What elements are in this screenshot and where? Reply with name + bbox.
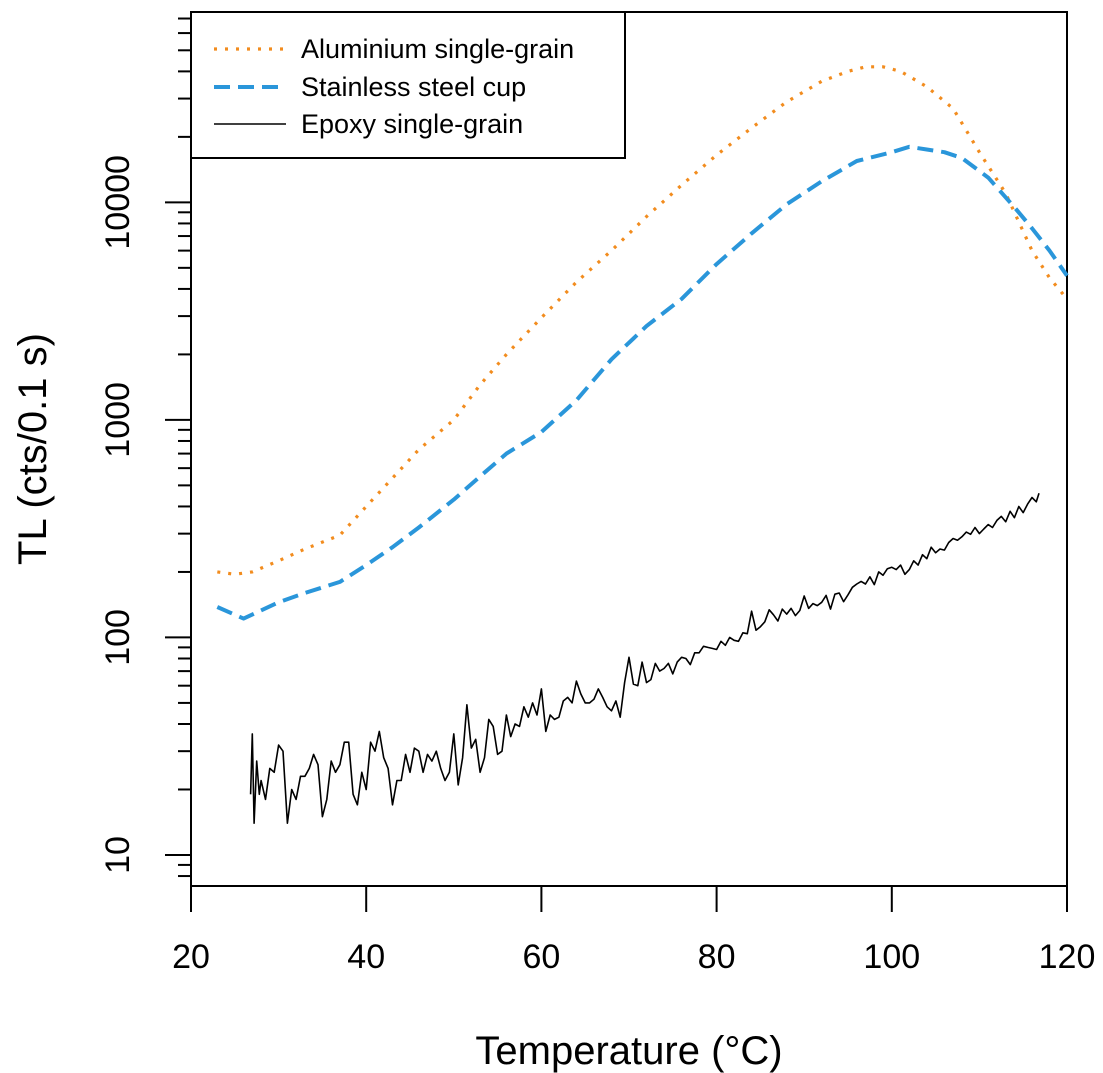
legend-label-aluminium: Aluminium single-grain — [301, 34, 574, 64]
x-tick-label: 80 — [698, 938, 736, 976]
y-tick-label: 10000 — [99, 155, 137, 250]
x-tick-label: 40 — [347, 938, 385, 976]
legend-label-epoxy: Epoxy single-grain — [301, 109, 523, 139]
x-tick-label: 120 — [1039, 938, 1096, 976]
series-line-epoxy-single-grain — [249, 493, 1040, 825]
y-axis: 10 100 1000 10000 — [99, 12, 192, 886]
y-axis-title: TL (cts/0.1 s) — [11, 333, 55, 565]
x-tick-label: 60 — [522, 938, 560, 976]
series-layer — [216, 65, 1069, 825]
series-line-aluminium-single-grain — [217, 65, 1069, 576]
y-tick-label: 10 — [99, 836, 137, 874]
y-tick-label: 100 — [99, 609, 137, 666]
x-axis: 20 40 60 80 100 120 — [172, 885, 1096, 976]
series-line-stainless-steel-cup — [216, 144, 1069, 621]
y-tick-label: 1000 — [99, 382, 137, 458]
x-axis-title: Temperature (°C) — [475, 1029, 782, 1073]
legend: Aluminium single-grain Stainless steel c… — [190, 11, 626, 159]
x-tick-label: 100 — [863, 938, 920, 976]
legend-label-stainless: Stainless steel cup — [301, 72, 526, 102]
x-tick-label: 20 — [172, 938, 210, 976]
